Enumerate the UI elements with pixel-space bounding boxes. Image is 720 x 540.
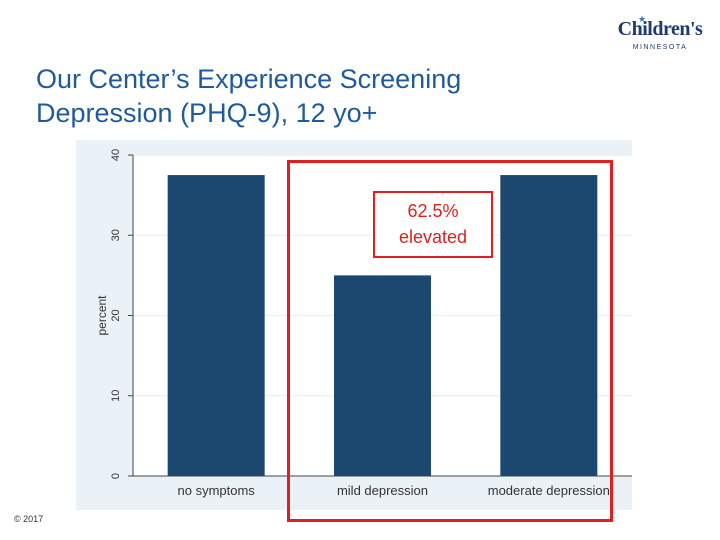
y-tick-label-0: 0: [110, 473, 122, 479]
logo-name: Children's: [617, 18, 703, 40]
copyright-footer: © 2017: [14, 514, 44, 524]
elevated-callout: 62.5% elevated: [373, 191, 493, 258]
x-tick-label-mild-depression: mild depression: [337, 483, 428, 498]
y-tick-label-10: 10: [110, 390, 122, 402]
x-tick-label-no-symptoms: no symptoms: [178, 483, 256, 498]
bar-no-symptoms: [167, 175, 265, 476]
elevated-highlight-box: [287, 160, 613, 522]
bar-moderate-depression: [500, 175, 598, 476]
x-tick-label-moderate-depression: moderate depression: [488, 483, 610, 498]
slide-title-line-2: Depression (PHQ-9), 12 yo+: [36, 98, 378, 128]
logo-star-icon: ★: [638, 14, 647, 24]
bar-mild-depression: [334, 275, 431, 476]
childrens-minnesota-logo: ★ Children's MINNESOTA: [612, 14, 708, 54]
y-tick-label-40: 40: [110, 149, 122, 161]
y-tick-label-20: 20: [110, 309, 122, 321]
slide-title-line-1: Our Center’s Experience Screening: [36, 64, 462, 94]
logo-subtitle: MINNESOTA: [632, 44, 688, 51]
y-axis-label: percent: [95, 295, 109, 336]
y-tick-label-30: 30: [110, 229, 122, 241]
callout-percent: 62.5%: [407, 201, 459, 221]
callout-label: elevated: [398, 227, 468, 247]
slide-title: Our Center’s Experience Screening Depres…: [36, 62, 636, 130]
